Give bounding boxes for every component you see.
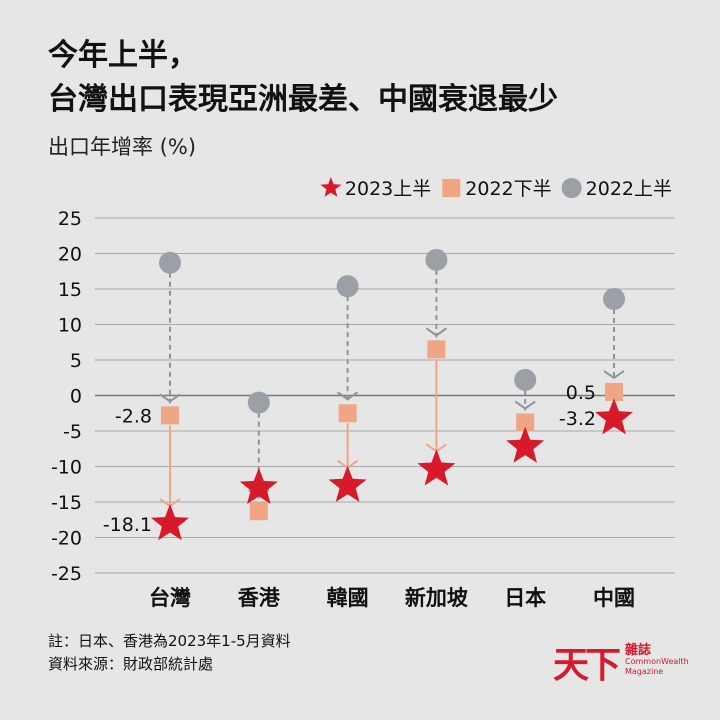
y-tick-label: -15 bbox=[51, 492, 82, 514]
point-2023h1 bbox=[328, 465, 367, 502]
data-label: -2.8 bbox=[115, 405, 152, 427]
point-2022h1 bbox=[336, 275, 359, 298]
x-tick-label: 韓國 bbox=[327, 586, 369, 610]
x-tick-label: 香港 bbox=[238, 586, 281, 610]
legend-label: 2022上半 bbox=[586, 178, 672, 200]
point-2022h1 bbox=[603, 287, 625, 310]
arrow-head bbox=[337, 391, 359, 401]
page-title-line-2: 台灣出口表現亞洲最差、中國衰退最少 bbox=[48, 82, 558, 117]
legend-label: 2023上半 bbox=[345, 178, 431, 200]
data-labels: -2.8 -18.1 0.5 -3.2 bbox=[103, 382, 596, 536]
point-2022h2 bbox=[427, 340, 446, 359]
footnotes: 註：日本、香港為2023年1-5月資料 資料來源：財政部統計處 bbox=[48, 630, 291, 676]
y-tick-label: -20 bbox=[51, 528, 82, 550]
chart: 2022上半 2022下半 2023上半 25 20 15 10 5 0 -5 -10 -15 -20… bbox=[51, 177, 675, 610]
legend: 2022上半 2022下半 2023上半 bbox=[320, 177, 672, 200]
y-tick-label: 10 bbox=[58, 315, 82, 337]
y-axis: 25 20 15 10 5 0 -5 -10 -15 -20 -25 bbox=[51, 208, 82, 585]
point-2022h2 bbox=[161, 406, 179, 425]
point-2023h1 bbox=[595, 398, 633, 435]
y-tick-label: -25 bbox=[51, 563, 82, 585]
x-axis: 台灣 香港 韓國 新加坡 日本 中國 bbox=[149, 586, 635, 610]
marks bbox=[151, 248, 633, 541]
x-tick-label: 台灣 bbox=[149, 586, 191, 610]
point-2023h1 bbox=[417, 449, 456, 486]
arrows bbox=[159, 269, 625, 509]
x-tick-label: 中國 bbox=[593, 586, 635, 610]
point-2023h1 bbox=[506, 426, 545, 463]
data-label: 0.5 bbox=[566, 382, 596, 404]
point-2022h1 bbox=[247, 391, 270, 414]
legend-circle-icon bbox=[561, 178, 582, 198]
brand-logo: 天下 雜誌 CommonWealth Magazine bbox=[553, 636, 689, 686]
legend-label: 2022下半 bbox=[465, 178, 551, 200]
y-tick-label: -10 bbox=[51, 457, 82, 479]
brand-name-zh: 雜誌 bbox=[625, 643, 652, 658]
point-2022h2 bbox=[338, 404, 357, 423]
y-tick-label: 20 bbox=[58, 244, 82, 266]
y-tick-label: 5 bbox=[70, 350, 82, 372]
x-tick-label: 新加坡 bbox=[405, 586, 468, 610]
y-tick-label: 25 bbox=[58, 208, 82, 230]
brand-name-en-2: Magazine bbox=[625, 667, 664, 676]
data-label: -3.2 bbox=[559, 408, 596, 430]
point-2022h2 bbox=[249, 502, 268, 521]
arrow-head bbox=[514, 400, 536, 410]
point-2022h1 bbox=[425, 248, 448, 271]
point-2022h1 bbox=[159, 251, 181, 274]
arrow-head bbox=[159, 393, 181, 403]
brand-name-en-1: CommonWealth bbox=[625, 657, 689, 666]
point-2022h2 bbox=[516, 413, 535, 432]
grid bbox=[95, 217, 675, 574]
page-title-line-1: 今年上半， bbox=[48, 38, 198, 73]
point-2023h1 bbox=[239, 467, 278, 504]
data-label: -18.1 bbox=[103, 514, 152, 536]
y-tick-label: 15 bbox=[58, 279, 82, 301]
footnote-note: 註：日本、香港為2023年1-5月資料 bbox=[48, 632, 291, 650]
point-2022h1 bbox=[514, 368, 537, 391]
chart-subtitle: 出口年增率 (%) bbox=[48, 135, 197, 159]
arrow-head bbox=[603, 370, 625, 380]
x-tick-label: 日本 bbox=[504, 586, 546, 610]
y-tick-label: -5 bbox=[63, 421, 82, 443]
footnote-source: 資料來源：財政部統計處 bbox=[48, 655, 214, 673]
point-2023h1 bbox=[151, 504, 189, 541]
legend-square-icon bbox=[442, 179, 461, 197]
point-2022h2 bbox=[605, 382, 623, 401]
legend-star-icon bbox=[320, 177, 342, 197]
y-tick-label: 0 bbox=[70, 386, 82, 408]
brand-mark: 天下 bbox=[553, 644, 621, 686]
arrow-head bbox=[425, 327, 447, 337]
